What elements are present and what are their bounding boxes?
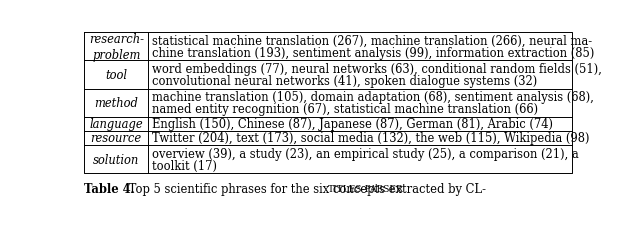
Text: statistical machine translation (267), machine translation (266), neural ma-: statistical machine translation (267), m… — [152, 35, 593, 48]
Text: named entity recognition (67), statistical machine translation (66): named entity recognition (67), statistic… — [152, 103, 538, 116]
Text: language: language — [90, 118, 143, 131]
Text: TITLES-PARSER: TITLES-PARSER — [328, 184, 403, 193]
Text: English (150), Chinese (87), Japanese (87), German (81), Arabic (74): English (150), Chinese (87), Japanese (8… — [152, 118, 554, 131]
Text: toolkit (17): toolkit (17) — [152, 159, 218, 172]
Text: word embeddings (77), neural networks (63), conditional random fields (51),: word embeddings (77), neural networks (6… — [152, 63, 602, 76]
Text: Twitter (204), text (173), social media (132), the web (115), Wikipedia (98): Twitter (204), text (173), social media … — [152, 132, 590, 145]
Text: tool: tool — [105, 69, 127, 82]
Text: Top 5 scientific phrases for the six concepts extracted by CL-: Top 5 scientific phrases for the six con… — [125, 182, 486, 195]
Text: research-
problem: research- problem — [89, 33, 144, 61]
Text: machine translation (105), domain adaptation (68), sentiment analysis (68),: machine translation (105), domain adapta… — [152, 91, 595, 104]
Text: Table 4.: Table 4. — [84, 182, 134, 195]
Text: resource: resource — [91, 132, 142, 145]
Text: solution: solution — [93, 153, 140, 166]
Text: overview (39), a study (23), an empirical study (25), a comparison (21), a: overview (39), a study (23), an empirica… — [152, 147, 579, 160]
Text: method: method — [94, 97, 138, 110]
Text: convolutional neural networks (41), spoken dialogue systems (32): convolutional neural networks (41), spok… — [152, 75, 538, 88]
Text: chine translation (193), sentiment analysis (99), information extraction (85): chine translation (193), sentiment analy… — [152, 47, 595, 60]
